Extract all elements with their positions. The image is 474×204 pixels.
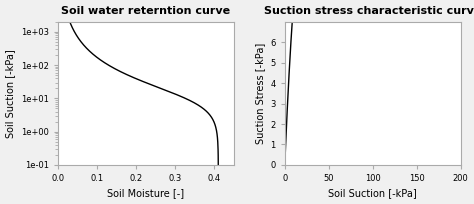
Title: Soil water reterntion curve: Soil water reterntion curve bbox=[62, 6, 231, 16]
Y-axis label: Suction Stress [-kPa]: Suction Stress [-kPa] bbox=[255, 43, 265, 144]
Y-axis label: Soil Suction [-kPa]: Soil Suction [-kPa] bbox=[6, 49, 16, 138]
X-axis label: Soil Suction [-kPa]: Soil Suction [-kPa] bbox=[328, 188, 417, 198]
X-axis label: Soil Moisture [-]: Soil Moisture [-] bbox=[108, 188, 184, 198]
Title: Suction stress characteristic curve: Suction stress characteristic curve bbox=[264, 6, 474, 16]
